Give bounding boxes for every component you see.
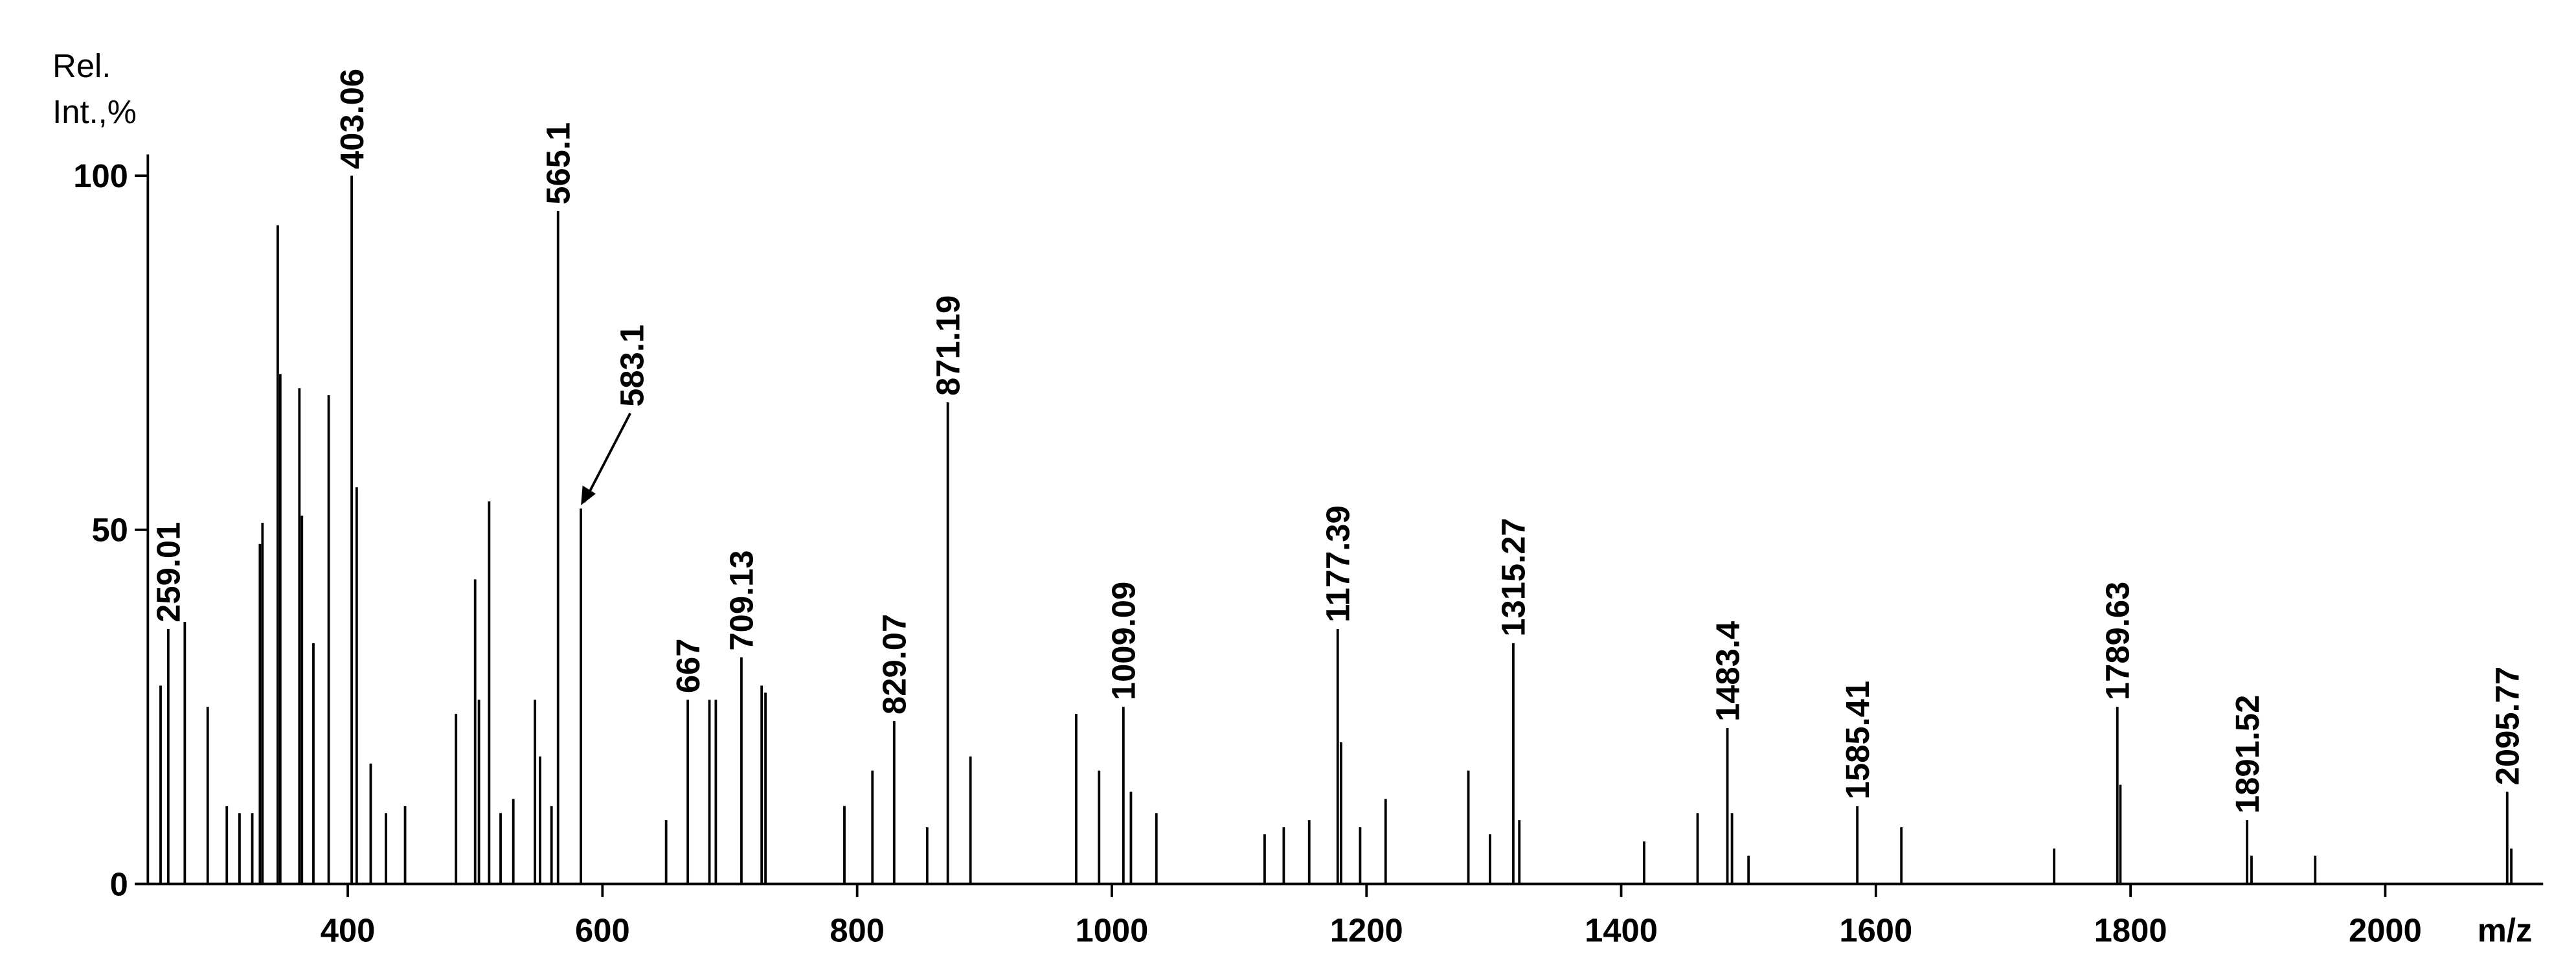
x-axis-label: m/z bbox=[2478, 911, 2533, 948]
y-tick-label: 0 bbox=[110, 865, 128, 902]
annotation-arrow bbox=[583, 413, 631, 503]
x-tick-label: 600 bbox=[575, 911, 630, 948]
x-tick-label: 1200 bbox=[1330, 911, 1403, 948]
peak-label: 1315.27 bbox=[1495, 518, 1532, 636]
peak-label: 829.07 bbox=[876, 614, 913, 714]
x-tick-label: 1000 bbox=[1076, 911, 1149, 948]
y-tick-label: 50 bbox=[91, 512, 128, 549]
peak-label: 2095.77 bbox=[2489, 667, 2526, 785]
peak-label: 1789.63 bbox=[2099, 582, 2136, 700]
peak-label: 1585.41 bbox=[1839, 681, 1876, 799]
y-tick-label: 100 bbox=[73, 157, 128, 194]
peak-label: 565.1 bbox=[539, 122, 576, 205]
peak-label: 1009.09 bbox=[1105, 582, 1142, 700]
x-tick-label: 800 bbox=[830, 911, 885, 948]
peak-label: 1891.52 bbox=[2229, 695, 2266, 814]
y-axis-label: Int.,% bbox=[52, 93, 137, 130]
peak-label: 871.19 bbox=[929, 295, 966, 396]
x-tick-label: 1800 bbox=[2094, 911, 2167, 948]
peak-label: 1177.39 bbox=[1320, 505, 1357, 623]
y-axis-label: Rel. bbox=[52, 47, 111, 84]
peak-label: 667 bbox=[670, 639, 706, 694]
peak-label: 403.06 bbox=[333, 69, 370, 169]
arrow-head bbox=[581, 485, 596, 506]
x-tick-label: 1400 bbox=[1585, 911, 1658, 948]
x-tick-label: 400 bbox=[321, 911, 376, 948]
x-tick-label: 1600 bbox=[1839, 911, 1912, 948]
peak-label: 1483.4 bbox=[1709, 621, 1746, 722]
peak-label: 259.01 bbox=[150, 522, 187, 623]
peak-label: 709.13 bbox=[723, 550, 760, 650]
peak-label: 583.1 bbox=[614, 325, 651, 407]
x-tick-label: 2000 bbox=[2349, 911, 2422, 948]
